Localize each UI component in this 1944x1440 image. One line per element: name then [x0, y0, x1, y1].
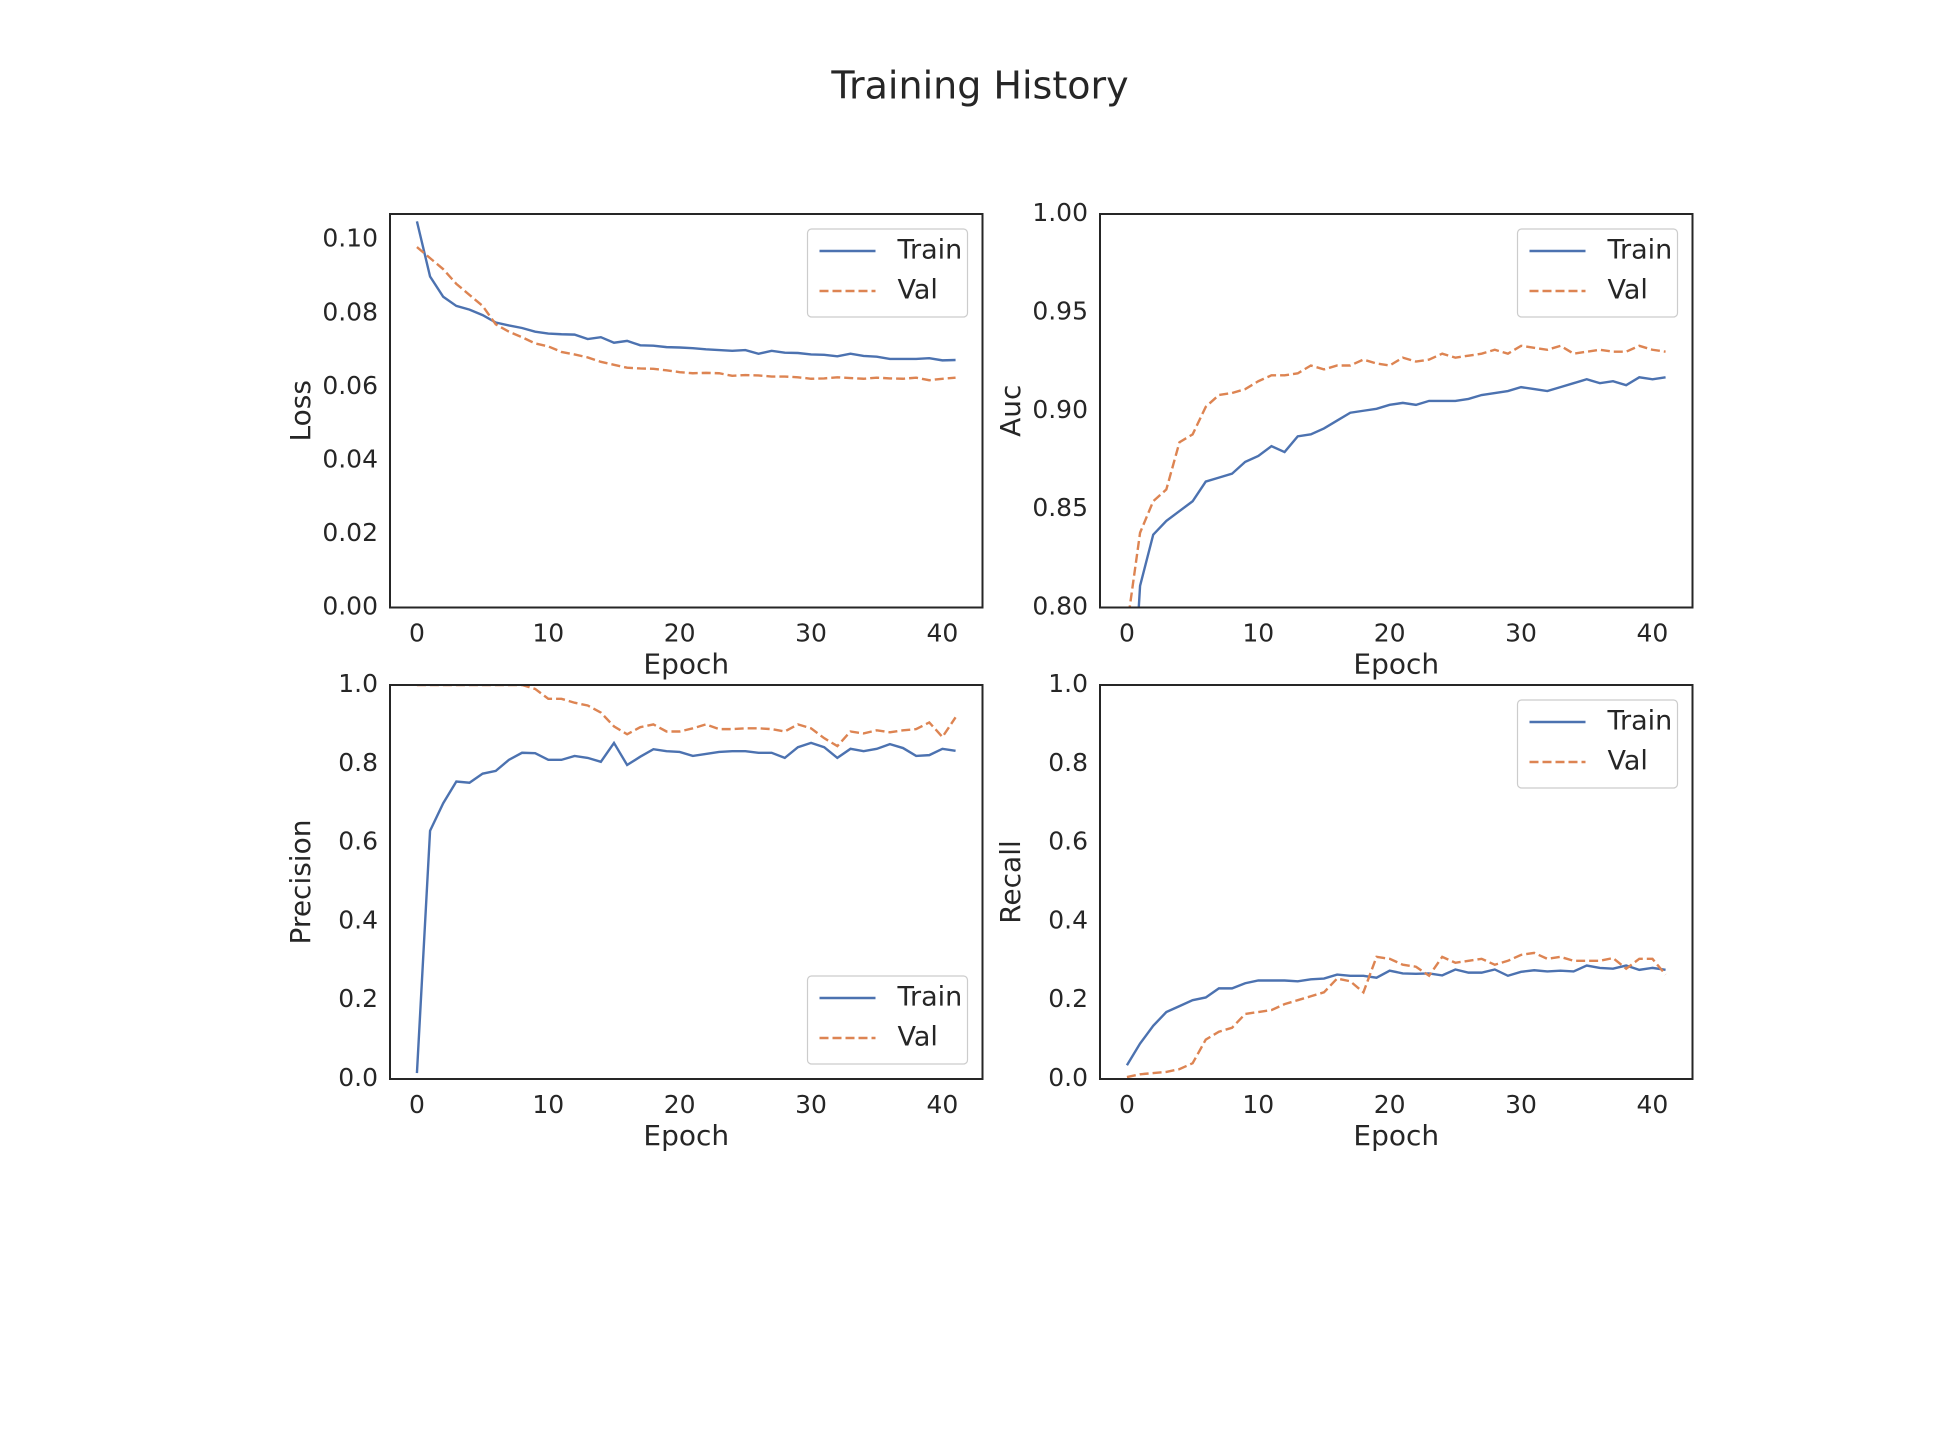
y-tick-label: 0.02: [322, 518, 378, 547]
subplot: 0 10 20 30 40 0.0 0.2 0.4 0.6 0.8 1.0 Epoch Precisio…: [284, 669, 984, 1152]
data-line: [1125, 964, 1666, 1066]
legend: Train Val: [1516, 699, 1679, 789]
data-line: [416, 685, 957, 748]
y-tick-label: 0.6: [338, 827, 378, 856]
axes-frame: [389, 684, 984, 1080]
x-tick-label: 20: [1374, 1090, 1406, 1119]
data-line: [415, 740, 956, 1074]
y-tick-label: 0.95: [1032, 296, 1088, 325]
x-tick-label: 40: [1637, 1090, 1669, 1119]
x-axis-label: Epoch: [643, 1119, 729, 1152]
y-tick-label: 0.8: [1048, 748, 1088, 777]
y-tick-label: 0.4: [338, 905, 378, 934]
legend-label: Val: [898, 275, 938, 306]
axes-frame: [1099, 684, 1694, 1080]
legend: Train Val: [806, 975, 969, 1065]
y-tick-label: 0.06: [322, 371, 378, 400]
x-tick-label: 30: [795, 1090, 827, 1119]
x-tick-label: 30: [795, 619, 827, 648]
x-tick-label: 40: [1637, 619, 1669, 648]
legend: Train Val: [806, 228, 969, 318]
x-tick-label: 20: [1374, 619, 1406, 648]
y-tick-label: 0.0: [1048, 1063, 1088, 1092]
y-axis-label: Recall: [994, 840, 1027, 924]
y-axis-label: Precision: [284, 820, 317, 945]
legend-label: Train: [1607, 235, 1673, 266]
x-tick-label: 0: [409, 1090, 425, 1119]
y-axis-label: Loss: [284, 380, 317, 441]
y-tick-label: 0.2: [1048, 984, 1088, 1013]
legend-label: Val: [898, 1022, 938, 1053]
x-axis-label: Epoch: [643, 648, 729, 681]
figure-title: Training History: [830, 64, 1128, 108]
subplot: 0 10 20 30 40 0.80 0.85 0.90 0.95 1.00 Epoch Auc Tra…: [994, 198, 1694, 681]
y-tick-label: 0.10: [322, 224, 378, 253]
x-tick-label: 0: [1119, 1090, 1135, 1119]
x-tick-label: 10: [532, 619, 564, 648]
x-tick-label: 30: [1505, 619, 1537, 648]
data-line: [415, 221, 956, 362]
y-axis-label: Auc: [994, 385, 1027, 437]
data-line: [416, 246, 956, 382]
x-tick-label: 20: [664, 1090, 696, 1119]
x-tick-label: 40: [927, 619, 959, 648]
x-tick-label: 10: [1242, 619, 1274, 648]
y-tick-label: 0.2: [338, 984, 378, 1013]
x-axis-label: Epoch: [1353, 1119, 1439, 1152]
x-tick-label: 10: [532, 1090, 564, 1119]
y-tick-label: 1.0: [338, 669, 378, 698]
axes-frame: [389, 213, 984, 609]
x-axis-label: Epoch: [1353, 648, 1439, 681]
data-line: [1137, 376, 1666, 608]
y-tick-label: 0.90: [1032, 395, 1088, 424]
x-tick-label: 0: [1119, 619, 1135, 648]
x-tick-label: 30: [1505, 1090, 1537, 1119]
y-tick-label: 0.8: [338, 748, 378, 777]
legend-label: Train: [897, 982, 963, 1013]
x-tick-label: 0: [409, 619, 425, 648]
legend-label: Val: [1608, 275, 1648, 306]
y-tick-label: 0.08: [322, 297, 378, 326]
legend-label: Train: [1607, 706, 1673, 737]
x-tick-label: 40: [927, 1090, 959, 1119]
x-tick-label: 10: [1242, 1090, 1274, 1119]
y-tick-label: 0.0: [338, 1063, 378, 1092]
y-tick-label: 1.0: [1048, 669, 1088, 698]
legend: Train Val: [1516, 228, 1679, 318]
x-tick-label: 20: [664, 619, 696, 648]
data-line: [1128, 344, 1666, 608]
y-tick-label: 0.04: [322, 444, 378, 473]
subplot: 0 10 20 30 40 0.0 0.2 0.4 0.6 0.8 1.0 Epoch Recall Tr…: [994, 669, 1694, 1152]
subplot: 0 10 20 30 40 0.00 0.02 0.04 0.06 0.08 0.10 Epoch Lo…: [284, 213, 984, 681]
legend-label: Val: [1608, 746, 1648, 777]
legend-label: Train: [897, 235, 963, 266]
y-tick-label: 0.00: [322, 592, 378, 621]
y-tick-label: 0.4: [1048, 905, 1088, 934]
y-tick-label: 1.00: [1032, 198, 1088, 227]
y-tick-label: 0.80: [1032, 592, 1088, 621]
data-line: [1126, 951, 1667, 1079]
y-tick-label: 0.85: [1032, 493, 1088, 522]
y-tick-label: 0.6: [1048, 827, 1088, 856]
axes-frame: [1099, 213, 1694, 609]
